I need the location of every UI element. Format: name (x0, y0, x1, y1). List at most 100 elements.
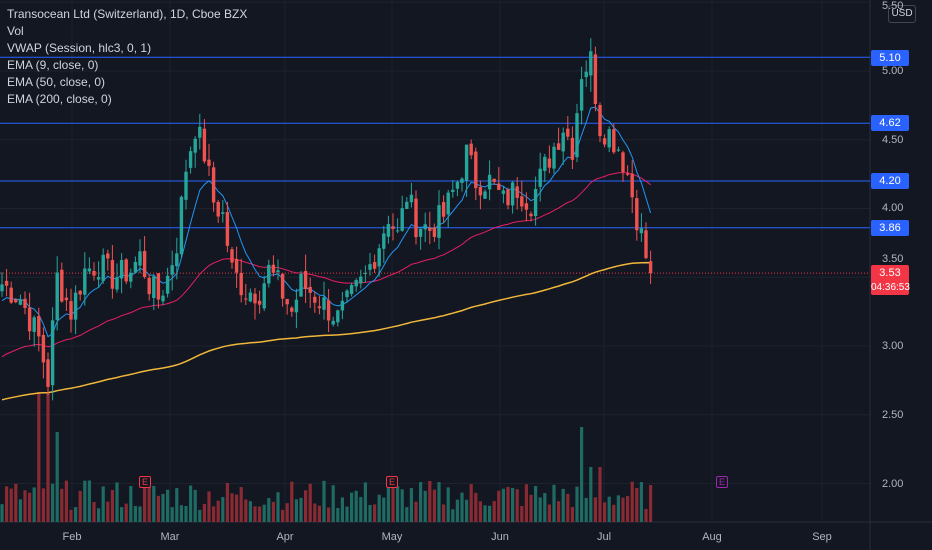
candle-body (244, 298, 248, 300)
candle-body (156, 273, 161, 300)
candle-body (50, 320, 55, 386)
volume-bar (396, 486, 400, 522)
level-tag-4-20[interactable]: 4.20 (871, 173, 909, 189)
candle-body (161, 295, 165, 302)
volume-bar (115, 482, 119, 522)
candle-body (395, 230, 400, 232)
volume-bar (28, 492, 32, 522)
candle-body (515, 186, 519, 198)
candle-body (529, 213, 533, 217)
candle-body (188, 151, 193, 168)
volume-bar (644, 508, 648, 522)
volume-bar (267, 498, 271, 522)
candle-body (566, 128, 570, 137)
candle-body (418, 228, 423, 237)
volume-bar (69, 509, 73, 522)
indicator-vwap[interactable]: VWAP (Session, hlc3, 0, 1) (7, 41, 152, 55)
candle-body (234, 259, 239, 273)
candle-body (69, 301, 73, 320)
candle-body (336, 310, 340, 323)
candle-body (340, 300, 345, 311)
candle-body (276, 270, 280, 273)
y-tick-5-00: 5.00 (882, 65, 904, 77)
volume-bar (110, 490, 114, 522)
volume-bar (294, 499, 298, 522)
candle-body (248, 292, 253, 302)
volume-bar (603, 502, 607, 522)
volume-bar (253, 506, 257, 522)
indicator-ema200[interactable]: EMA (200, close, 0) (7, 92, 112, 106)
volume-bar (18, 499, 22, 522)
candle-body (133, 261, 138, 273)
volume-bar (580, 427, 584, 522)
symbol-title[interactable]: Transocean Ltd (Switzerland), 1D, Cboe B… (7, 7, 248, 21)
candle-body (579, 79, 584, 111)
indicator-ema9[interactable]: EMA (9, close, 0) (7, 58, 99, 72)
level-tag-4-62[interactable]: 4.62 (871, 115, 909, 131)
volume-bar (317, 505, 321, 522)
volume-bar (621, 497, 625, 522)
volume-bar (221, 497, 225, 522)
volume-bar (409, 488, 413, 522)
candle-body (290, 307, 294, 312)
indicator-ema50[interactable]: EMA (50, close, 0) (7, 75, 106, 89)
earnings-badge[interactable]: E (386, 476, 398, 488)
candle-body (257, 300, 262, 305)
candle-body (280, 273, 285, 299)
volume-bar (382, 497, 386, 522)
volume-bar (92, 502, 96, 522)
volume-bar (363, 482, 367, 522)
volume-bar (593, 497, 597, 522)
candle-body (0, 284, 4, 292)
candle-body (202, 128, 207, 162)
volume-bar (373, 504, 377, 522)
ema200-line (1, 261, 651, 401)
candle-body (506, 189, 510, 206)
candle-body (607, 129, 611, 148)
earnings-badge[interactable]: E (139, 476, 151, 488)
x-tick-feb: Feb (62, 531, 82, 543)
volume-bar (607, 496, 611, 522)
volume-bar (340, 497, 344, 522)
volume-bar (147, 485, 151, 522)
volume-bar (9, 488, 13, 522)
candle-body (165, 275, 170, 294)
candle-body (644, 230, 648, 259)
x-tick-jun: Jun (491, 531, 509, 543)
candle-body (87, 268, 92, 272)
volume-bar (87, 480, 91, 522)
level-tag-5-10[interactable]: 5.10 (871, 50, 909, 66)
indicator-vol[interactable]: Vol (7, 24, 24, 38)
volume-bar (391, 487, 395, 522)
candle-body (221, 212, 225, 214)
candle-body (520, 196, 524, 207)
candle-body (474, 151, 478, 189)
y-tick-5-50: 5.50 (882, 0, 904, 12)
volume-bar (239, 487, 243, 522)
candle-body (570, 137, 575, 160)
candle-body (451, 189, 455, 193)
candle-body (119, 260, 124, 279)
candle-body (639, 228, 644, 234)
last-price-tag: 3.53 04:36:53 (871, 265, 910, 295)
earnings-badge-upcoming[interactable]: E (716, 476, 728, 488)
volume-bar (432, 489, 436, 522)
candle-body (73, 292, 78, 320)
volume-bar (469, 484, 473, 522)
volume-bar (60, 488, 64, 522)
chart-legend: Transocean Ltd (Switzerland), 1D, Cboe B… (7, 6, 247, 108)
level-tag-3-86[interactable]: 3.86 (871, 220, 909, 236)
last-price-value: 3.53 (879, 267, 901, 279)
candle-body (368, 264, 372, 270)
candle-body (630, 173, 634, 198)
candle-body (602, 138, 607, 145)
volume-bar (612, 504, 616, 522)
volume-bar (41, 488, 45, 522)
volume-bar (589, 467, 593, 522)
volume-bar (547, 504, 551, 522)
x-tick-may: May (381, 531, 403, 543)
currency-button[interactable]: USD (888, 5, 916, 23)
candle-body (9, 287, 13, 303)
